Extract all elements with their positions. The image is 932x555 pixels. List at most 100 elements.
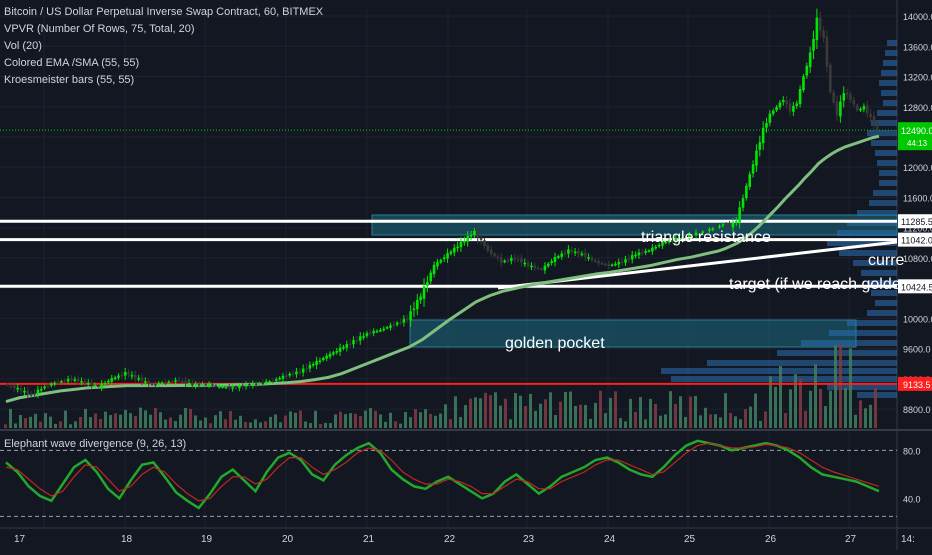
candle-body — [305, 368, 308, 370]
candle-body — [291, 373, 295, 375]
volume-bar — [229, 411, 232, 428]
time-tick-label: 18 — [121, 534, 133, 545]
legend-kroesmeister[interactable]: Kroesmeister bars (55, 55) — [4, 74, 135, 86]
legend-symbol[interactable]: Bitcoin / US Dollar Perpetual Inverse Sw… — [4, 6, 324, 18]
candle-body — [687, 234, 691, 237]
volume-bar — [164, 419, 167, 428]
annotation-triangle-resistance: triangle resistance — [641, 229, 771, 246]
candle-body — [557, 256, 560, 258]
candle-body — [103, 382, 107, 385]
volume-bar — [29, 416, 32, 428]
candle-body — [640, 252, 644, 254]
candle-body — [560, 253, 563, 257]
candle-body — [399, 322, 402, 324]
candle-body — [862, 106, 866, 110]
volume-bar — [499, 405, 502, 428]
candle-body — [392, 324, 396, 327]
resistance-zone[interactable] — [371, 214, 898, 236]
volume-bar — [259, 422, 262, 428]
volume-bar — [394, 421, 397, 428]
time-tick-label: 19 — [201, 534, 213, 545]
candle-body — [493, 253, 496, 256]
legend-ema[interactable]: Colored EMA /SMA (55, 55) — [4, 57, 140, 69]
volume-bar — [494, 392, 497, 428]
candle-body — [526, 262, 530, 266]
level-badge-bg-red — [898, 376, 932, 391]
vpvr-row — [801, 340, 897, 346]
candle-body — [775, 106, 778, 111]
candle-body — [849, 94, 852, 100]
candle-body — [335, 351, 339, 353]
level-badge-bg — [898, 279, 932, 294]
candle-body — [620, 261, 624, 264]
golden-pocket-zone[interactable] — [409, 319, 857, 348]
candle-body — [113, 377, 117, 380]
candle-body — [536, 267, 540, 270]
candle-body — [429, 272, 433, 282]
vpvr-row — [877, 110, 897, 116]
candle-body — [627, 258, 631, 261]
candle-body — [184, 380, 187, 384]
volume-bars — [4, 344, 877, 428]
candle-body — [852, 100, 856, 105]
volume-bar — [149, 414, 152, 428]
candle-body — [671, 240, 674, 242]
volume-bar — [199, 420, 202, 428]
candle-body — [187, 383, 191, 385]
volume-bar — [54, 423, 57, 428]
candle-body — [583, 252, 587, 257]
candle-body — [795, 103, 799, 106]
grid — [0, 10, 897, 528]
candle-body — [597, 260, 600, 264]
volume-bar — [269, 416, 272, 428]
volume-bar — [849, 348, 852, 428]
candle-body — [19, 387, 23, 391]
volume-bar — [349, 413, 352, 428]
volume-bar — [359, 416, 362, 428]
annotation-target: target (if we reach golden p — [729, 276, 923, 293]
candle-body — [23, 390, 26, 393]
volume-bar — [14, 423, 17, 428]
candle-body — [486, 245, 490, 251]
candle-body — [778, 102, 782, 108]
candle-body — [217, 386, 221, 388]
volume-bar — [184, 407, 187, 428]
volume-bar — [64, 410, 67, 428]
candle-body — [664, 241, 668, 244]
candle-body — [238, 385, 241, 389]
legend-vol[interactable]: Vol (20) — [4, 40, 42, 52]
candle-body — [160, 382, 164, 385]
volume-bar — [159, 412, 162, 428]
volume-bar — [819, 388, 822, 428]
osc-series-1[interactable] — [5, 442, 880, 502]
volume-bar — [544, 399, 547, 428]
price-tick-label: 11600.0 — [903, 193, 932, 203]
candle-body — [281, 375, 285, 379]
candle-body — [110, 378, 114, 382]
volume-bar — [114, 413, 117, 428]
candle-body — [872, 116, 876, 126]
oscillator-legend[interactable]: Elephant wave divergence (9, 26, 13) — [4, 438, 187, 450]
ema-line[interactable] — [5, 134, 880, 403]
volume-bar — [94, 413, 97, 428]
volume-bar — [649, 398, 652, 428]
osc-series-0[interactable] — [5, 439, 880, 510]
vpvr-row — [871, 140, 897, 146]
candle-body — [654, 246, 658, 249]
volume-bar — [429, 413, 432, 428]
volume-bar — [344, 414, 347, 428]
candle-body — [298, 371, 302, 373]
volume-bar — [779, 366, 782, 428]
volume-bar — [564, 392, 567, 428]
candle-body — [876, 125, 879, 130]
volume-bar — [659, 415, 662, 428]
candle-body — [614, 263, 617, 266]
candle-body — [734, 220, 738, 223]
candle-body — [97, 385, 100, 387]
volume-bar — [679, 396, 682, 428]
volume-bar — [684, 416, 687, 428]
legend-vpvr[interactable]: VPVR (Number Of Rows, 75, Total, 20) — [4, 23, 195, 35]
candle-body — [704, 230, 708, 233]
volume-bar — [714, 414, 717, 428]
